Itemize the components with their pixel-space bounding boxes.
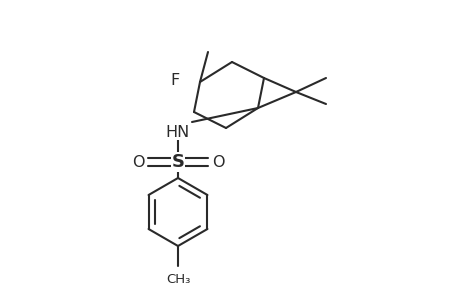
Text: S: S <box>171 153 184 171</box>
Text: CH₃: CH₃ <box>165 273 190 286</box>
Text: HN: HN <box>166 124 190 140</box>
Text: O: O <box>211 154 224 169</box>
Text: O: O <box>131 154 144 169</box>
Text: F: F <box>170 73 179 88</box>
